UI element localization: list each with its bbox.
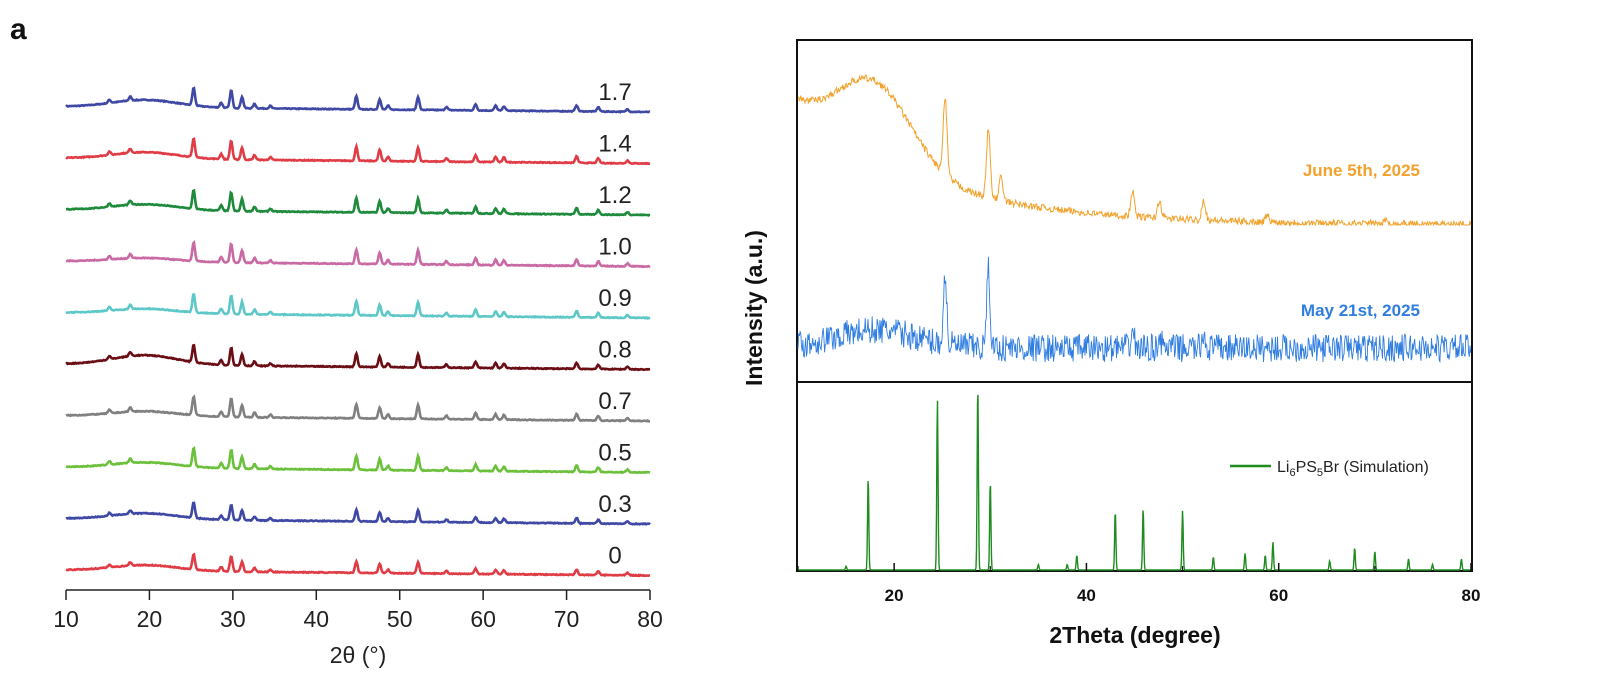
left-series-labels: 1.7 1.4 1.2 1.0 0.9 0.8 0.7 0.5 0.3 0 (598, 79, 631, 570)
trace-simulation (798, 394, 1471, 571)
right-traces (797, 74, 1472, 571)
left-x-tick-label: 70 (554, 606, 580, 632)
left-x-tick-label: 60 (470, 606, 496, 632)
trace-june (797, 74, 1472, 227)
trace-0-3 (65, 501, 651, 526)
series-label-june: June 5th, 2025 (1303, 161, 1420, 180)
left-x-ticks: 10 20 30 40 50 60 70 80 (53, 590, 663, 632)
right-x-ticks: 20 40 60 80 (797, 563, 1481, 605)
series-label-0-5: 0.5 (598, 440, 631, 467)
series-label-0-7: 0.7 (598, 388, 631, 415)
right-x-tick-label: 40 (1077, 586, 1096, 605)
trace-1-7 (65, 86, 651, 114)
right-x-axis-label: 2Theta (degree) (1049, 622, 1220, 648)
left-x-tick-label: 20 (137, 606, 163, 632)
series-label-0-9: 0.9 (598, 285, 631, 312)
right-plot-frame (796, 39, 1473, 572)
right-x-tick-label: 20 (885, 586, 904, 605)
series-label-1-4: 1.4 (598, 131, 631, 158)
series-label-0: 0 (608, 543, 621, 570)
series-label-1-7: 1.7 (598, 79, 631, 106)
trace-1-2 (66, 188, 651, 217)
right-y-axis-label: Intensity (a.u.) (741, 230, 767, 386)
trace-0-7 (65, 394, 650, 423)
legend-label: Li6PS5Br (Simulation) (1277, 459, 1429, 479)
trace-0 (65, 552, 651, 578)
trace-1-4 (65, 137, 651, 166)
left-x-axis-label: 2θ (°) (330, 642, 387, 668)
left-traces (65, 86, 651, 578)
series-label-0-3: 0.3 (598, 491, 631, 518)
left-x-tick-label: 40 (303, 606, 329, 632)
panel-label: a (10, 13, 27, 46)
left-xrd-chart: 1.7 1.4 1.2 1.0 0.9 0.8 0.7 0.5 0.3 0 10 20 30 40 50 6… (53, 79, 663, 668)
left-x-tick-label: 50 (387, 606, 413, 632)
legend: Li6PS5Br (Simulation) (1230, 459, 1429, 479)
right-x-tick-label: 80 (1462, 586, 1481, 605)
trace-1-0 (65, 239, 651, 269)
series-label-0-8: 0.8 (598, 337, 631, 364)
left-x-tick-label: 80 (637, 606, 663, 632)
series-label-may: May 21st, 2025 (1301, 301, 1420, 320)
trace-0-5 (65, 446, 651, 475)
trace-0-8 (65, 343, 651, 372)
right-xrd-chart: June 5th, 2025 May 21st, 2025 Li6PS5Br (… (741, 39, 1481, 648)
right-x-tick-label: 60 (1269, 586, 1288, 605)
series-label-1-2: 1.2 (598, 182, 631, 209)
left-x-tick-label: 10 (53, 606, 79, 632)
trace-may (797, 256, 1472, 364)
series-label-1-0: 1.0 (598, 234, 631, 261)
left-x-tick-label: 30 (220, 606, 246, 632)
trace-0-9 (65, 293, 651, 321)
